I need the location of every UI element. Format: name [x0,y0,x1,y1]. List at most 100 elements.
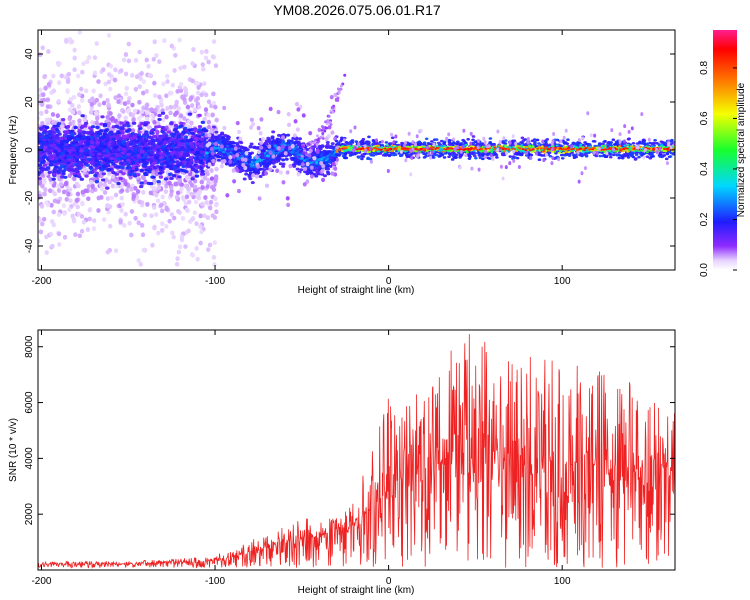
spectrogram-cell [108,86,113,92]
spectrogram-cell [66,137,72,141]
spectrogram-cell [83,188,88,194]
spectrogram-cell [301,145,305,149]
spectrogram-cell [95,134,101,138]
spectrogram-cell [123,91,129,97]
spectrogram-cell [137,99,142,105]
spectrogram-cell [213,178,218,184]
spectrogram-cell [177,177,183,183]
spectrogram-cell [58,181,64,187]
spectrogram-cell [176,208,181,214]
spectrogram-cell [60,151,65,155]
spectrogram-cell [155,151,161,155]
spectrogram-cell [170,82,176,88]
spectrogram-cell [143,105,149,111]
spectrogram-cell [145,110,150,115]
spectrogram-cell [150,113,155,118]
spectrogram-cell [48,231,54,237]
spectrogram-cell [296,171,301,177]
spectrogram-cell [96,79,101,85]
spectrogram-cell [161,180,166,186]
spectrogram-cell [147,142,153,146]
spectrogram-cell [140,149,145,153]
spectrogram-cell [102,158,108,162]
spectrogram-cell [322,153,327,157]
spectrogram-cell [104,127,110,132]
spectrogram-cell [156,230,161,236]
spectrogram-cell [194,246,199,251]
spectrogram-cell [42,163,48,167]
spectrogram-cell [254,174,259,179]
spectrogram-cell [204,200,209,205]
spectrogram-cell [167,218,172,224]
spectrogram-cell [123,115,128,121]
spectrogram-cell [222,105,227,111]
spectrogram-cell [169,122,174,126]
spectrogram-cell [214,130,219,134]
spectrogram-cell [151,162,156,166]
spectrogram-cell [321,163,326,169]
spectrogram-cell [116,130,121,135]
spectrogram-cell [143,160,148,165]
spectrogram-cell [97,102,102,108]
spectrogram-cell [69,39,75,45]
spectrogram-cell [77,132,83,136]
spectrogram-cell [328,120,332,124]
spectrogram-cell [71,94,77,100]
spectrogram-cell [196,195,202,201]
spectrogram-cell [107,179,112,185]
spectrogram-cell [38,238,41,244]
spectrogram-cell [113,95,118,101]
spectrogram-cell [66,149,72,153]
spectrogram-cell [222,125,227,131]
spectrogram-cell [199,150,205,154]
spectrogram-cell [164,93,169,99]
spectrogram-cell [60,117,66,122]
spectrogram-cell [77,233,83,239]
spectrogram-cell [76,183,81,189]
spectrogram-cell [59,146,65,151]
spectrogram-cell [206,119,212,125]
spectrogram-cell [211,39,217,45]
spectrogram-cell [104,139,110,143]
spectrogram-cell [297,137,302,141]
spectrogram-cell [98,142,104,146]
spectrogram-cell [51,143,57,147]
spectrogram-cell [281,180,286,185]
spectrogram-cell [251,172,256,178]
spectrogram-cell [100,178,106,182]
spectrogram-cell [107,223,113,229]
spectrogram-cell [126,107,132,113]
spectrogram-cell [309,174,314,179]
spectrogram-cell [244,172,249,176]
spectrogram-cell [106,72,112,77]
spectrogram-cell [43,85,48,91]
spectrogram-cell [110,116,115,121]
spectrogram-cell [38,157,43,162]
spectrogram-cell [331,161,336,167]
spectrogram-cell [183,90,189,96]
spectrogram-cell [139,181,144,185]
spectrogram-cell [60,157,65,161]
spectrogram-cell [179,162,184,166]
spectrogram-cell [38,110,44,116]
spectrogram-cell [61,189,67,195]
spectrogram-cell [336,96,340,100]
spectrogram-cell [178,65,183,71]
spectrogram-cell [38,116,41,121]
spectrogram-cell [321,132,325,136]
spectrogram-cell [56,80,62,86]
spectrogram-cell [212,240,217,246]
spectrogram-cell [89,130,95,134]
spectrogram-cell [53,166,58,171]
spectrogram-cell [185,142,191,146]
spectrogram-cell [100,135,106,139]
spectrogram-cell [91,88,96,94]
spectrogram-cell [91,218,97,224]
spectrogram-cell [190,145,195,149]
spectrogram-cell [84,148,89,152]
spectrogram-cell [258,174,263,178]
spectrogram-cell [180,94,185,100]
spectrogram-cell [257,196,262,201]
spectrogram-cell [285,170,290,175]
